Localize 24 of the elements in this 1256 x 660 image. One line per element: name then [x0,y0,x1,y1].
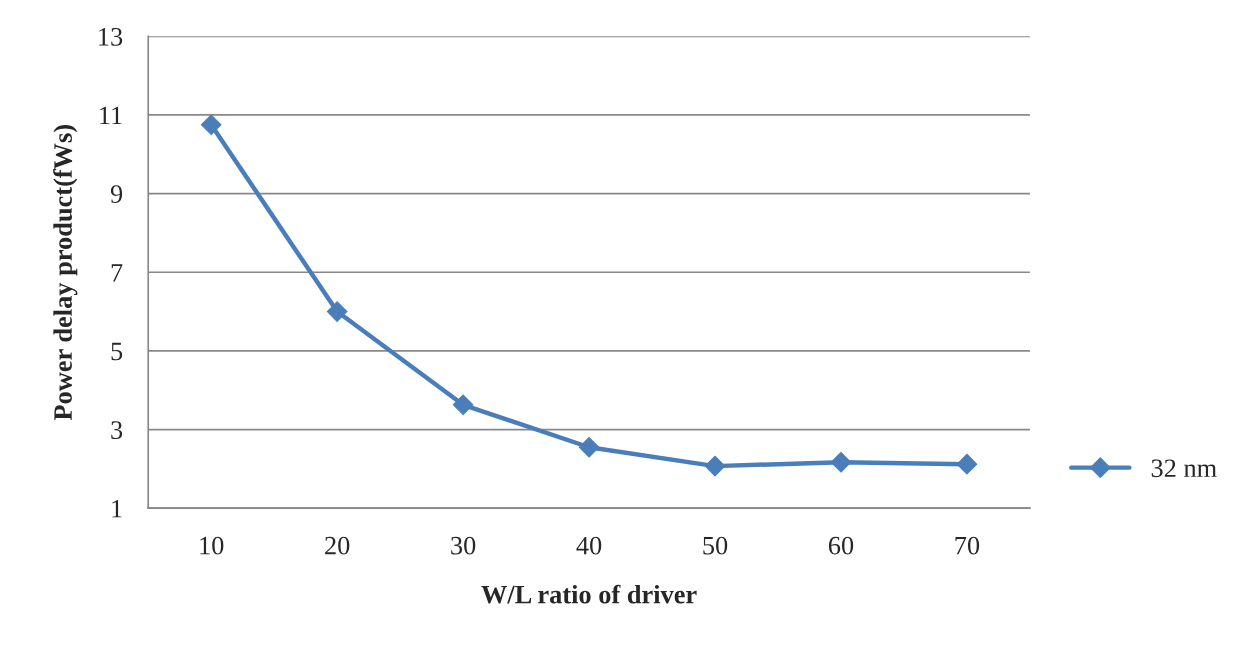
point [200,114,222,136]
point [452,394,474,416]
y-tick-label: 11 [100,106,122,125]
point [956,453,978,475]
y-tick-label: 9 [110,185,123,204]
point [704,455,726,477]
y-tick-label: 13 [99,27,123,46]
x-tick-label: 70 [955,536,980,555]
y-tick-label: 3 [111,421,123,439]
y-tick-label: 7 [111,264,123,282]
x-tick-label: 40 [576,536,602,555]
legend-label: 32 nm [1151,459,1217,478]
point [326,301,348,322]
x-tick-label: 60 [828,536,854,555]
x-tick-label: 10 [200,536,224,555]
x-tick-label: 30 [451,536,476,555]
x-axis-title: W/L ratio of driver [481,584,697,604]
x-tick-label: 20 [325,536,350,555]
y-tick-label: 1 [112,499,122,518]
point [830,451,852,473]
x-tick-label: 50 [703,536,728,555]
y-axis-title: Power delay product(fWs) [53,125,78,421]
y-tick-label: 5 [111,342,123,361]
point [578,436,600,458]
